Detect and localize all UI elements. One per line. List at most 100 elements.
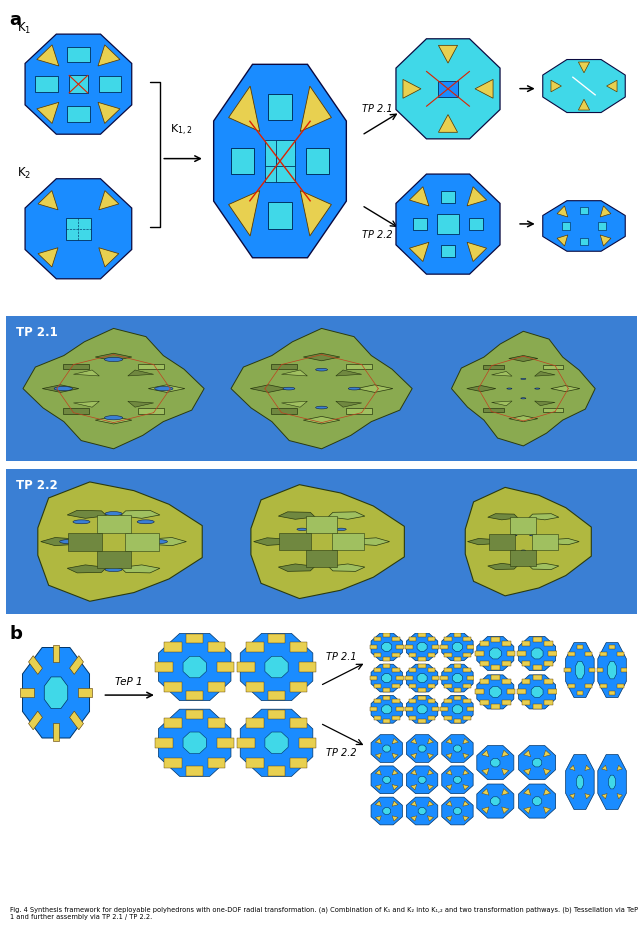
Polygon shape [532, 703, 541, 709]
Text: K$_{1,2}$: K$_{1,2}$ [170, 123, 192, 138]
Polygon shape [374, 668, 381, 672]
Text: +: + [67, 201, 83, 219]
Polygon shape [392, 699, 400, 703]
Polygon shape [375, 815, 381, 821]
Polygon shape [25, 179, 132, 279]
Polygon shape [454, 664, 461, 668]
Polygon shape [35, 77, 58, 92]
Polygon shape [246, 642, 264, 652]
Polygon shape [502, 807, 509, 814]
Polygon shape [522, 641, 531, 646]
Polygon shape [532, 759, 541, 767]
Circle shape [521, 378, 526, 380]
Polygon shape [510, 550, 536, 566]
Polygon shape [444, 636, 452, 641]
Text: TP 2.2: TP 2.2 [16, 480, 58, 493]
Polygon shape [208, 642, 225, 652]
Polygon shape [383, 808, 390, 815]
Polygon shape [306, 550, 337, 567]
Circle shape [297, 528, 307, 531]
Polygon shape [74, 401, 99, 407]
Polygon shape [467, 676, 474, 680]
Polygon shape [442, 797, 473, 825]
Polygon shape [602, 794, 607, 799]
Polygon shape [37, 103, 59, 123]
Polygon shape [454, 776, 461, 783]
Polygon shape [467, 538, 497, 545]
Polygon shape [617, 652, 624, 656]
Polygon shape [428, 815, 433, 821]
Polygon shape [383, 688, 390, 691]
Polygon shape [52, 723, 60, 741]
Polygon shape [120, 564, 160, 573]
Polygon shape [431, 707, 439, 711]
Polygon shape [444, 699, 452, 703]
Text: TP 2.2: TP 2.2 [362, 230, 393, 241]
Polygon shape [557, 235, 568, 246]
Polygon shape [186, 710, 204, 719]
Polygon shape [428, 801, 433, 806]
Polygon shape [428, 738, 433, 744]
Circle shape [336, 528, 346, 531]
Polygon shape [392, 738, 398, 744]
Polygon shape [518, 784, 556, 818]
Polygon shape [428, 685, 435, 689]
Polygon shape [518, 675, 556, 709]
Polygon shape [600, 206, 611, 217]
Polygon shape [442, 695, 473, 723]
Polygon shape [544, 661, 552, 666]
Polygon shape [298, 738, 316, 747]
Polygon shape [37, 45, 59, 66]
Polygon shape [381, 643, 392, 651]
Polygon shape [476, 651, 484, 656]
Polygon shape [551, 80, 561, 91]
Polygon shape [579, 99, 589, 110]
Polygon shape [517, 689, 526, 694]
Polygon shape [477, 675, 514, 709]
Polygon shape [598, 222, 606, 230]
Polygon shape [266, 156, 284, 182]
Polygon shape [278, 512, 315, 520]
Polygon shape [428, 716, 435, 719]
Polygon shape [228, 190, 260, 236]
Circle shape [513, 535, 517, 536]
Circle shape [73, 520, 90, 523]
Polygon shape [231, 148, 254, 174]
Polygon shape [148, 537, 186, 546]
Polygon shape [217, 738, 234, 747]
Polygon shape [531, 648, 543, 659]
Polygon shape [375, 738, 381, 744]
Polygon shape [492, 401, 512, 406]
Polygon shape [454, 657, 461, 661]
Polygon shape [431, 645, 439, 648]
Polygon shape [246, 758, 264, 768]
Circle shape [105, 511, 122, 516]
Circle shape [104, 416, 123, 420]
Polygon shape [67, 564, 107, 573]
Polygon shape [454, 719, 461, 723]
Text: TP 2.1: TP 2.1 [362, 104, 393, 114]
Polygon shape [548, 651, 557, 656]
Polygon shape [452, 705, 463, 714]
Polygon shape [208, 717, 225, 728]
Polygon shape [406, 695, 438, 723]
Polygon shape [405, 676, 413, 680]
Polygon shape [409, 685, 417, 689]
Polygon shape [469, 218, 483, 230]
Polygon shape [438, 81, 458, 97]
Polygon shape [441, 191, 455, 203]
Circle shape [316, 523, 327, 525]
Polygon shape [253, 537, 289, 546]
Polygon shape [97, 550, 131, 568]
Polygon shape [524, 769, 531, 775]
Polygon shape [598, 755, 627, 810]
Circle shape [521, 397, 526, 399]
Polygon shape [531, 687, 543, 697]
Polygon shape [268, 766, 285, 776]
Polygon shape [371, 695, 403, 723]
Polygon shape [543, 60, 625, 113]
Polygon shape [617, 685, 624, 689]
Polygon shape [492, 371, 512, 376]
Polygon shape [371, 664, 403, 692]
Polygon shape [69, 76, 88, 92]
